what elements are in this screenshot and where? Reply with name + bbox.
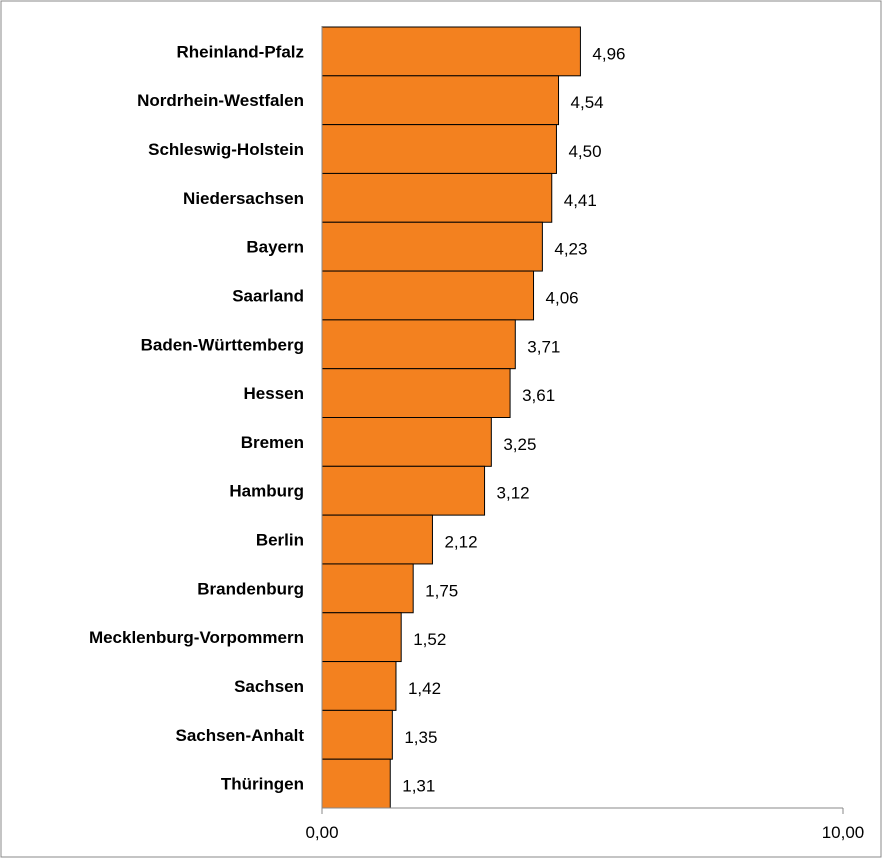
x-tick-label: 0,00 (305, 823, 338, 842)
bar (321, 319, 516, 370)
value-label: 3,12 (497, 484, 530, 503)
bar (321, 172, 553, 223)
category-label: Schleswig-Holstein (148, 140, 304, 159)
category-label: Nordrhein-Westfalen (137, 91, 304, 110)
bar (321, 417, 492, 467)
value-label: 4,41 (564, 191, 597, 210)
category-label: Brandenburg (197, 579, 304, 598)
bar (321, 661, 397, 711)
value-label: 3,71 (527, 337, 560, 356)
category-label: Sachsen (234, 677, 304, 696)
x-tick-label: 10,00 (822, 823, 865, 842)
category-label: Bremen (241, 433, 304, 452)
bar (321, 514, 433, 565)
value-label: 1,35 (404, 728, 437, 747)
category-label: Saarland (232, 286, 304, 305)
value-label: 2,12 (444, 533, 477, 552)
category-label: Mecklenburg-Vorpommern (89, 628, 304, 647)
value-label: 1,31 (402, 777, 435, 796)
bar (321, 368, 511, 419)
category-label: Sachsen-Anhalt (176, 726, 305, 745)
bar (321, 465, 486, 516)
bar (321, 758, 391, 809)
value-label: 4,54 (571, 93, 604, 112)
value-label: 4,23 (554, 240, 587, 259)
bar (321, 612, 402, 663)
bar (321, 221, 543, 272)
bar (321, 26, 581, 77)
value-label: 4,06 (546, 288, 579, 307)
category-label: Hamburg (229, 482, 304, 501)
x-axis: 0,00 10,00 (305, 27, 864, 842)
category-labels: Rheinland-Pfalz Nordrhein-Westfalen Schles… (89, 42, 304, 793)
value-label: 3,61 (522, 386, 555, 405)
value-label: 4,50 (568, 142, 601, 161)
value-label: 1,42 (408, 679, 441, 698)
category-label: Bayern (246, 238, 304, 257)
bar (321, 563, 414, 614)
bar (321, 709, 393, 760)
bars-layer (321, 26, 581, 809)
value-labels: 4,96 4,54 4,50 4,41 4,23 4,06 3,71 3,61 3,25 3,12… (402, 44, 625, 795)
value-label: 1,75 (425, 581, 458, 600)
value-label: 4,96 (592, 44, 625, 63)
value-label: 1,52 (413, 630, 446, 649)
category-label: Baden-Württemberg (141, 335, 304, 354)
category-label: Niedersachsen (183, 189, 304, 208)
bar (321, 124, 557, 174)
bar (321, 75, 560, 126)
value-label: 3,25 (503, 435, 536, 454)
category-label: Thüringen (221, 775, 304, 794)
bar (321, 270, 535, 321)
category-label: Rheinland-Pfalz (176, 42, 304, 61)
category-label: Hessen (244, 384, 304, 403)
category-label: Berlin (256, 531, 304, 550)
